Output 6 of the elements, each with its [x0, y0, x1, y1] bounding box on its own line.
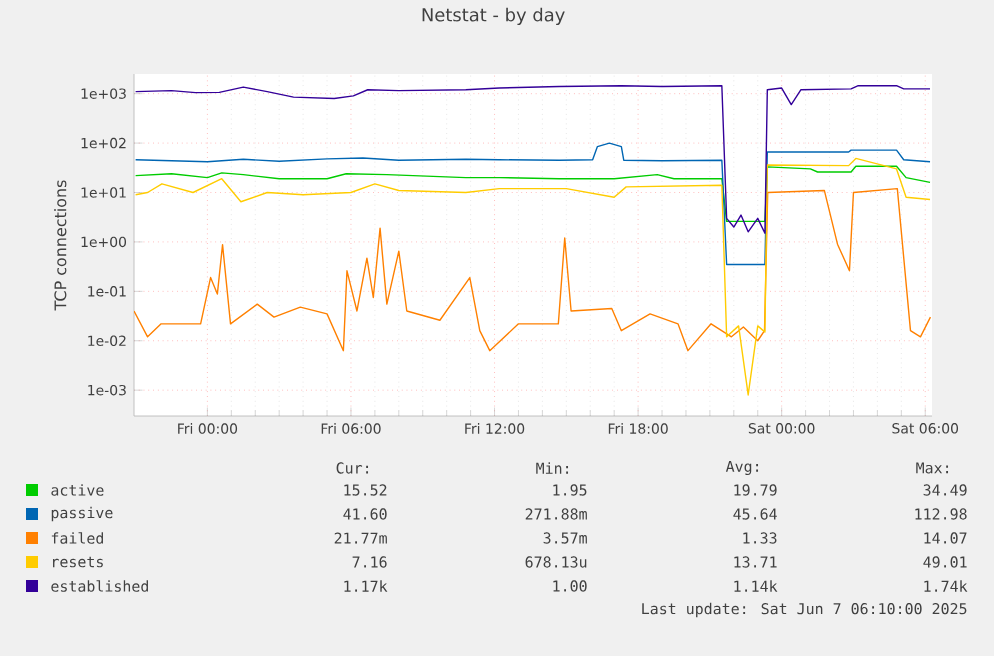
- line-series: [134, 157, 931, 396]
- line-series: [134, 187, 932, 352]
- chart-title: Netstat - by day: [422, 7, 565, 25]
- line-series: [134, 142, 931, 266]
- line-series: [134, 85, 931, 234]
- line-series: [134, 165, 931, 223]
